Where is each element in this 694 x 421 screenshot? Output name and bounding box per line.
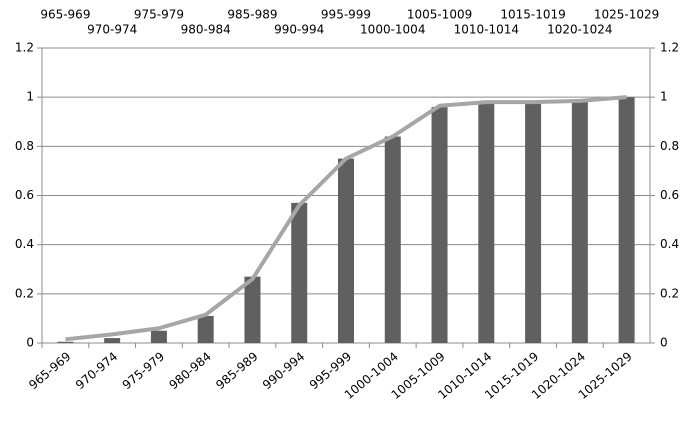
y-tick-label: 0.2 xyxy=(15,286,34,300)
bar xyxy=(244,276,261,343)
bar xyxy=(571,99,588,343)
x2-tick-label: 1015-1019 xyxy=(500,8,565,22)
x-tick-label: 975-979 xyxy=(120,349,167,392)
x2-tick-label: 970-974 xyxy=(87,23,137,37)
x2-tick-label: 965-969 xyxy=(40,8,90,22)
y2-tick-label: 1 xyxy=(660,90,668,104)
y2-tick-label: 0.4 xyxy=(660,237,679,251)
bar xyxy=(431,107,448,343)
y-tick-label: 0.6 xyxy=(15,188,34,202)
x-tick-label: 965-969 xyxy=(26,349,73,392)
x-tick-label: 980-984 xyxy=(166,349,213,392)
bar xyxy=(104,338,121,343)
bar xyxy=(291,202,308,343)
y2-tick-label: 0.6 xyxy=(660,188,679,202)
x2-tick-label: 1000-1004 xyxy=(360,23,425,37)
bar xyxy=(525,102,542,343)
x2-tick-label: 1005-1009 xyxy=(407,8,472,22)
x2-tick-label: 975-979 xyxy=(134,8,184,22)
y2-tick-label: 0 xyxy=(660,336,668,350)
bar xyxy=(384,136,401,343)
x2-tick-label: 980-984 xyxy=(181,23,231,37)
y2-tick-label: 1.2 xyxy=(660,41,679,55)
x-tick-label: 970-974 xyxy=(73,349,120,392)
x-tick-label: 990-994 xyxy=(260,349,307,392)
y-tick-label: 0.8 xyxy=(15,139,34,153)
x2-tick-label: 1025-1029 xyxy=(594,8,659,22)
x2-tick-label: 1010-1014 xyxy=(454,23,519,37)
y-tick-label: 1.2 xyxy=(15,41,34,55)
y-tick-label: 1 xyxy=(26,90,34,104)
x2-tick-label: 985-989 xyxy=(227,8,277,22)
y2-tick-label: 0.2 xyxy=(660,286,679,300)
bar xyxy=(618,97,635,344)
bar xyxy=(338,158,354,343)
bar xyxy=(150,330,167,343)
x-tick-label: 985-989 xyxy=(213,349,260,392)
line xyxy=(65,95,627,342)
x2-tick-label: 990-994 xyxy=(274,23,324,37)
y-tick-label: 0 xyxy=(26,336,34,350)
x2-tick-label: 995-999 xyxy=(321,8,371,22)
y-tick-label: 0.4 xyxy=(15,237,34,251)
bar xyxy=(197,315,214,343)
x2-tick-label: 1020-1024 xyxy=(547,23,612,37)
bar xyxy=(57,341,74,343)
bar xyxy=(478,102,495,343)
y2-tick-label: 0.8 xyxy=(660,139,679,153)
